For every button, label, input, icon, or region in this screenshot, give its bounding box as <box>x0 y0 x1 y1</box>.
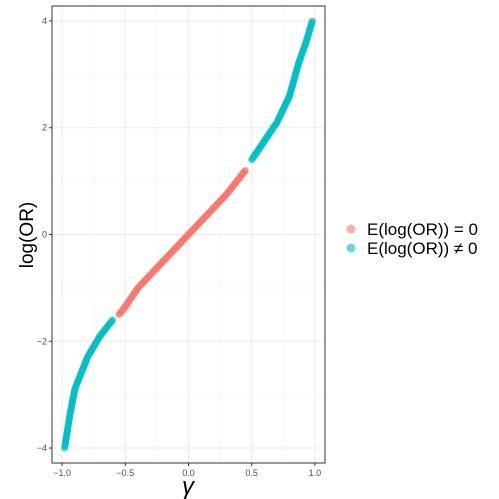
y-axis-ticks: −4 −2 0 2 4 <box>37 16 52 453</box>
y-tick-label: −4 <box>37 443 47 453</box>
x-tick-label: 0.0 <box>182 468 195 478</box>
y-tick-label: 2 <box>42 123 47 133</box>
x-tick-label: −1.0 <box>53 468 71 478</box>
scatter-point-zero <box>241 166 249 175</box>
legend-swatch-nonzero <box>346 243 356 253</box>
x-tick-label: −0.5 <box>116 468 134 478</box>
series-nonzero-points <box>61 17 316 452</box>
legend: E(log(OR)) = 0 E(log(OR)) ≠ 0 <box>346 220 478 258</box>
legend-label-zero: E(log(OR)) = 0 <box>367 220 478 239</box>
y-tick-label: −2 <box>37 336 47 346</box>
y-tick-label: 4 <box>42 16 47 26</box>
x-tick-label: 0.5 <box>245 468 258 478</box>
scatter-point-nonzero <box>308 17 316 25</box>
series-zero-points <box>115 166 249 319</box>
legend-swatch-zero <box>346 224 356 234</box>
y-axis-title: log(OR) <box>17 202 38 269</box>
x-axis-title: γ <box>182 473 196 499</box>
legend-label-nonzero: E(log(OR)) ≠ 0 <box>367 239 477 258</box>
y-tick-label: 0 <box>42 230 47 240</box>
x-axis-ticks: −1.0 −0.5 0.0 0.5 1.0 <box>53 463 321 478</box>
x-tick-label: 1.0 <box>309 468 322 478</box>
scatter-point-nonzero <box>109 316 117 324</box>
